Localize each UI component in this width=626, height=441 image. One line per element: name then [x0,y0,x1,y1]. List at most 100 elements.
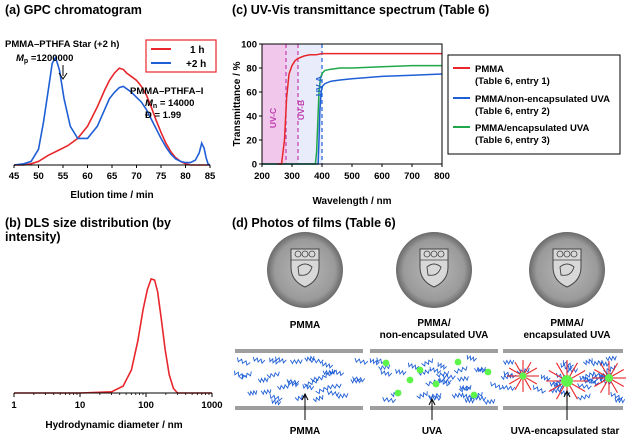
film-label-nonenc-line1: PMMA/ [417,318,451,329]
polymer-chain [266,371,280,379]
polymer-chain [321,361,334,369]
uvvis-legend-detail-enc: (Table 6, entry 3) [475,135,550,146]
polymer-chain [532,385,547,394]
star-arm [523,361,532,375]
gpc-panel-title: (a) GPC chromatogram [5,3,142,17]
gpc-linear-annotation: PMMA–PTHFA–I [130,86,203,97]
polymer-chain [417,369,430,377]
gpc-star-annotation: PMMA–PTHFA Star (+2 h) [5,39,119,50]
star-arm [600,380,609,393]
polymer-chain [429,366,442,375]
uvvis-y-tick-label: 40 [246,112,257,123]
star-arm [600,363,609,376]
star-core-uva [519,372,527,380]
uva-molecule [432,380,440,388]
uvvis-legend: PMMA (Table 6, entry 1) PMMA/non-encapsu… [447,54,621,155]
polymer-chain [310,375,324,383]
polymer-chain [436,371,450,378]
gpc-x-tick-label: 80 [180,171,191,182]
polymer-chain [382,397,397,404]
uva-molecule [394,389,402,397]
star-core-uva [561,375,573,387]
gpc-x-tick-label: 75 [156,171,167,182]
gpc-linear-mn: Mn = 14000 [145,98,194,110]
star-arm [548,370,564,380]
gpc-x-axis-label: Elution time / min [70,190,153,201]
polymer-chain [275,356,287,364]
gpc-x-tick-label: 50 [33,171,44,182]
polymer-chain [407,362,420,371]
gpc-x-tick-label: 65 [107,171,118,182]
uva-molecule [416,366,424,374]
uvvis-series-pmma [277,52,442,165]
dls-x-axis-label: Hydrodynamic diameter / nm [45,420,182,431]
polymer-chain [327,383,342,390]
gpc-legend-label-2h: +2 h [186,59,206,70]
schematic-label-star: UVA-encapsulated star [511,426,620,437]
gpc-x-tick-label: 85 [205,171,216,182]
polymer-chain [269,357,280,365]
polymer-chain [442,373,456,380]
polymer-chain [577,383,592,390]
polymer-chain [288,380,299,388]
film-photo-pmma [267,232,343,308]
polymer-chain [416,391,428,400]
polymer-chain [354,357,369,366]
polymer-chain [247,389,258,397]
polymer-chain [610,392,624,401]
gpc-series-2h [13,55,211,166]
uvvis-x-tick-label: 200 [254,171,270,182]
star-arm [568,384,578,400]
dls-panel-title-line1: (b) DLS size distribution (by [5,216,171,230]
uvvis-chart: 200 300 400 500 600 700 800 0 20 40 60 80 100 Wavele… [232,40,621,207]
star-arm [611,369,624,378]
uvvis-y-tick-label: 20 [246,136,257,147]
polymer-chain [466,354,477,363]
polymer-chain [540,374,551,382]
uvvis-legend-name-enc: PMMA/encapsulated UVA [475,123,590,134]
star-arm [570,382,586,392]
uvvis-legend-name-nonenc: PMMA/non-encapsulated UVA [475,94,610,105]
star-arm [524,367,538,376]
polymer-chain [581,371,595,380]
gpc-x-tick-label: 45 [9,171,20,182]
polymer-chain [605,355,617,362]
star-arm [594,378,607,387]
polymer-chain [352,376,366,383]
gpc-x-tick-label: 70 [131,171,142,182]
star-arm [514,377,523,391]
polymer-chain [304,355,315,363]
film-photos: PMMA PMMA/ non-encapsulated UVA PMMA/ en… [234,232,626,437]
gpc-linear-dispersity: Đ = 1.99 [145,110,181,121]
uvvis-panel-title: (c) UV-Vis transmittance spectrum (Table… [232,3,490,17]
polymer-chain [614,397,626,404]
polymer-chain [457,375,469,383]
uvvis-x-tick-label: 400 [314,171,330,182]
star-arm [524,376,538,385]
polymer-chain [451,392,464,399]
polymer-chain [309,358,324,365]
crest-icon [552,248,582,288]
polymer-chain [500,373,512,381]
dls-series [14,277,212,394]
gpc-star-mp: Mp =1200000 [16,53,73,65]
gpc-x-tick-label: 55 [58,171,69,182]
polymer-chain [312,395,324,403]
star-core-uva [604,373,614,383]
polymer-chain [483,398,496,406]
star-arm [611,378,624,387]
uvvis-x-tick-label: 300 [284,171,300,182]
polymer-chain [277,383,290,391]
gpc-x-tick-label: 60 [82,171,93,182]
uvvis-legend-detail-nonenc: (Table 6, entry 2) [475,106,550,117]
dls-x-tick-label: 1 [11,400,17,411]
uvvis-region-label-uva: UV-A [314,76,324,96]
polymer-chain [599,360,610,368]
polymer-chain [428,392,442,400]
uvvis-x-tick-label: 800 [434,171,450,182]
polymer-chain [453,366,468,374]
schematic-arrows [301,389,571,420]
polymer-chain [302,383,315,391]
polymer-chain [582,358,593,366]
